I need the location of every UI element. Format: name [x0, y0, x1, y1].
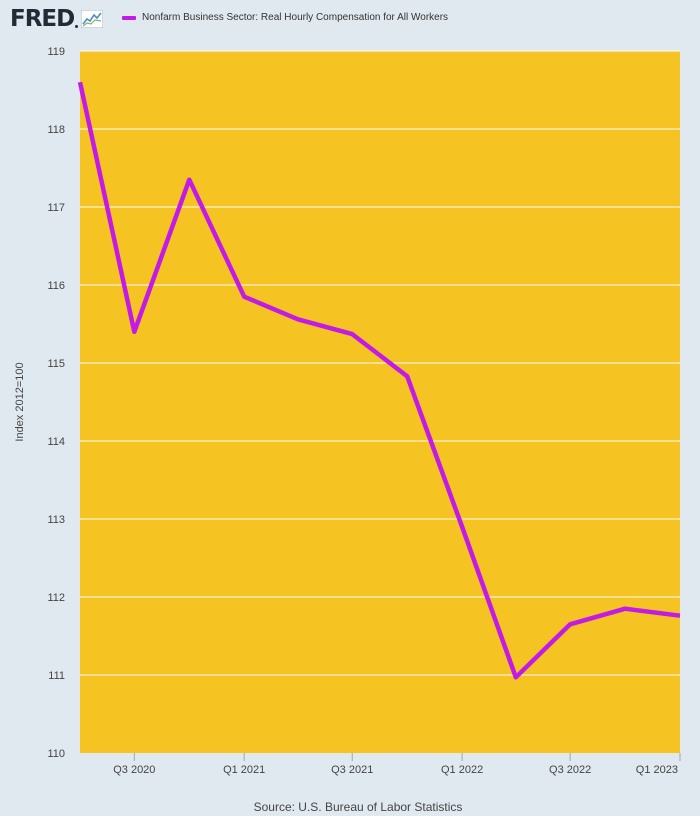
y-tick-label: 111	[48, 670, 65, 682]
x-tick-label: Q1 2022	[441, 764, 483, 776]
x-tick-label: Q3 2020	[113, 764, 155, 776]
legend-label: Nonfarm Business Sector: Real Hourly Com…	[142, 12, 449, 23]
y-axis-label: Index 2012=100	[14, 362, 26, 441]
logo-dot	[75, 24, 79, 28]
x-tick-label: Q1 2023	[636, 764, 678, 776]
fred-logo[interactable]: FRED	[10, 6, 104, 32]
x-tick-label: Q3 2021	[331, 764, 373, 776]
source-note: Source: U.S. Bureau of Labor Statistics	[253, 800, 463, 814]
y-tick-label: 119	[47, 46, 65, 58]
legend-swatch	[122, 15, 136, 20]
y-tick-label: 113	[47, 514, 65, 526]
y-tick-label: 110	[47, 748, 65, 760]
chart-header: FRED Nonfarm Business Sector: Real Hourl…	[0, 0, 700, 40]
fred-logo-text: FRED	[10, 6, 75, 32]
x-tick-label: Q1 2021	[223, 764, 265, 776]
plot-area	[80, 51, 680, 753]
chart-legend[interactable]: Nonfarm Business Sector: Real Hourly Com…	[122, 12, 448, 23]
line-chart-icon	[81, 10, 104, 28]
y-tick-label: 115	[47, 358, 65, 370]
x-tick-label: Q3 2022	[549, 764, 591, 776]
y-tick-label: 116	[47, 280, 65, 292]
series-line	[77, 81, 681, 680]
y-tick-label: 118	[47, 124, 65, 136]
y-tick-label: 112	[47, 592, 65, 604]
y-tick-label: 117	[47, 202, 65, 214]
y-tick-label: 114	[47, 436, 65, 448]
